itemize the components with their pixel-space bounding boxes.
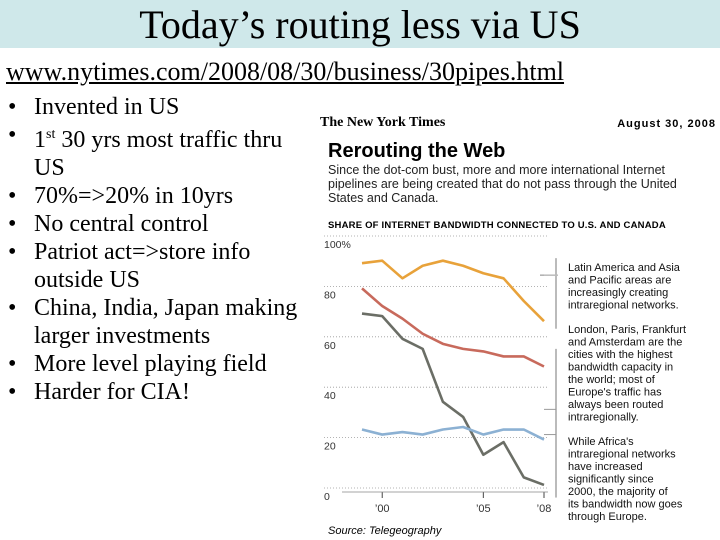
bullet-marker: •	[8, 379, 17, 405]
annotation-latam-asia: Latin America and Asia and Pacific areas …	[568, 262, 681, 312]
y-tick-label: 20	[324, 441, 336, 453]
bullet-list: • Invented in US • 1st 30 yrs most traffic …	[8, 93, 308, 406]
series-line-africa	[361, 425, 545, 441]
bullet-marker: •	[8, 351, 17, 377]
bullet-item: • Patriot act=>store info outside US	[8, 239, 251, 293]
y-tick-label: 0	[324, 491, 330, 503]
series-line-europe	[361, 312, 545, 487]
bullet-item: • Invented in US	[8, 94, 180, 120]
bullet-item: • Harder for CIA!	[8, 379, 190, 405]
bullet-item: • No central control	[8, 211, 209, 237]
y-tick-label: 80	[324, 289, 336, 301]
slide-title-bar	[0, 0, 720, 48]
bullet-marker: •	[8, 211, 17, 237]
x-tick-label: ’05	[476, 503, 491, 515]
bullet-item: • 70%=>20% in 10yrs	[8, 183, 234, 209]
bullet-item: • China, India, Japan making larger inves…	[8, 295, 298, 349]
series-line-latam	[361, 259, 545, 323]
slide-title: Today’s routing less via US	[139, 2, 581, 47]
news-clipping-image: The New York Times August 30, 2008 Rerou…	[312, 108, 720, 540]
bullet-item: • 1st 30 yrs most traffic thru US	[8, 122, 283, 181]
source-link[interactable]: www.nytimes.com/2008/08/30/business/30pi…	[6, 57, 565, 86]
series-line-asia	[361, 287, 545, 368]
bullet-marker: •	[8, 239, 17, 265]
bullet-marker: •	[8, 94, 17, 120]
annotation-europe: London, Paris, Frankfurt and Amsterdam ar…	[568, 324, 686, 424]
bullet-marker: •	[8, 122, 17, 148]
x-tick-label: ’00	[375, 503, 390, 515]
clipping-title: Rerouting the Web	[328, 140, 506, 162]
chart-title: SHARE OF INTERNET BANDWIDTH CONNECTED TO…	[328, 220, 666, 231]
y-tick-label: 60	[324, 340, 336, 352]
x-tick-label: ’08	[537, 503, 552, 515]
y-tick-label: 100%	[324, 239, 351, 251]
masthead-logo: The New York Times	[320, 115, 446, 130]
bandwidth-chart: 100% 80 60 40 20 0 ’00 ’05 ’08 Latin America and …	[324, 235, 686, 523]
bullet-item: • More level playing field	[8, 351, 267, 377]
annotation-africa: While Africa's intraregional networks have…	[568, 436, 683, 523]
clipping-date: August 30, 2008	[617, 118, 716, 130]
y-tick-label: 40	[324, 390, 336, 402]
clipping-subtitle: Since the dot-com bust, more and more in…	[328, 163, 677, 205]
bullet-marker: •	[8, 295, 17, 321]
chart-source: Source: Telegeography	[328, 525, 442, 537]
bullet-marker: •	[8, 183, 17, 209]
